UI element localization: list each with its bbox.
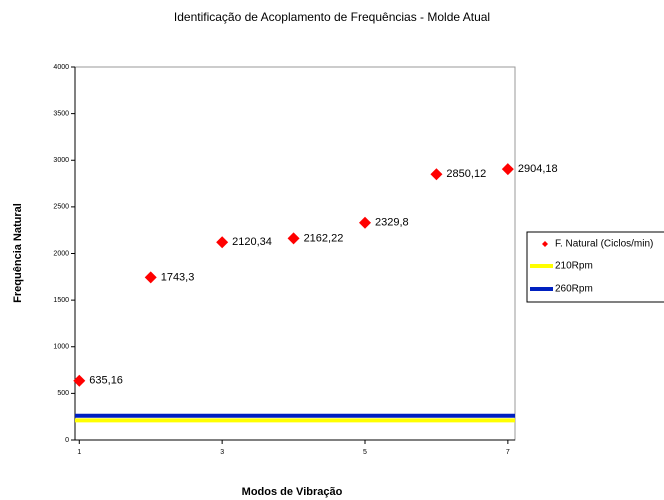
point xyxy=(73,374,86,387)
legend-label: F. Natural (Ciclos/min) xyxy=(555,239,653,250)
x-tick-label: 7 xyxy=(506,449,510,456)
point xyxy=(501,163,514,176)
point xyxy=(359,216,371,229)
y-tick-label: 1500 xyxy=(53,297,69,304)
y-axis-label: Frequência Natural xyxy=(12,203,24,303)
y-tick-label: 500 xyxy=(57,390,69,397)
data-label: 2904,18 xyxy=(518,163,558,175)
y-tick-label: 3500 xyxy=(53,110,69,117)
y-tick-label: 4000 xyxy=(53,64,69,71)
data-label: 2162,22 xyxy=(304,232,344,244)
point xyxy=(287,232,300,245)
data-label: 2850,12 xyxy=(446,168,486,180)
x-tick-label: 3 xyxy=(220,449,224,456)
chart-title: Identificação de Acoplamento de Frequênc… xyxy=(174,10,490,24)
data-label: 1743,3 xyxy=(161,271,195,283)
x-tick-label: 1 xyxy=(77,449,81,456)
plot-area xyxy=(74,66,516,441)
y-tick-label: 2500 xyxy=(53,204,69,211)
x-tick-label: 5 xyxy=(363,449,367,456)
legend-label: 210Rpm xyxy=(555,261,593,272)
legend-marker xyxy=(542,241,548,247)
point xyxy=(430,168,443,181)
data-label: 2120,34 xyxy=(232,236,272,248)
x-axis-label: Modos de Vibração xyxy=(242,486,343,498)
y-tick-label: 1000 xyxy=(53,344,69,351)
legend-label: 260Rpm xyxy=(555,284,593,295)
y-tick-label: 2000 xyxy=(53,250,69,257)
data-label: 2329,8 xyxy=(375,217,409,229)
point xyxy=(216,236,229,249)
point xyxy=(144,271,157,284)
data-label: 635,16 xyxy=(89,375,123,387)
y-tick-label: 3000 xyxy=(53,157,69,164)
y-tick-label: 0 xyxy=(65,437,69,444)
